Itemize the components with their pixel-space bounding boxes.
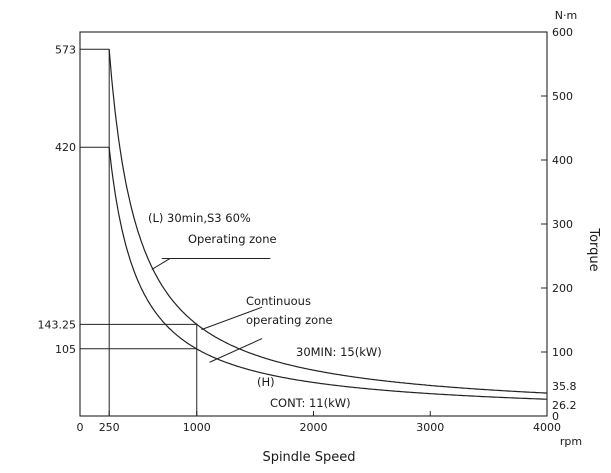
right-value-label-0: 35.8 — [552, 380, 577, 393]
annotation-zone-cont-line2: operating zone — [246, 313, 333, 327]
left-value-label-2: 143.25 — [38, 318, 77, 331]
reference-lines — [80, 48, 271, 416]
y-tick-label-0: 0 — [552, 410, 559, 423]
x-tick-label-1000: 1000 — [183, 421, 211, 434]
y-tick-label-100: 100 — [552, 346, 573, 359]
right-value-label-1: 26.2 — [552, 399, 577, 412]
labels: 0 250 1000 2000 3000 400001002003004005006005… — [38, 26, 577, 434]
x-axis-unit: rpm — [560, 435, 582, 448]
x-tick-label-250: 250 — [99, 421, 120, 434]
y-tick-label-200: 200 — [552, 282, 573, 295]
x-tick-label-0: 0 — [77, 421, 84, 434]
leader-line-0 — [151, 258, 171, 270]
annotation-zone-l: (L) 30min,S3 60% — [148, 211, 251, 225]
leader-line-2 — [209, 338, 263, 363]
annotation-power-h: (H) — [257, 375, 275, 389]
axis-ticks — [79, 31, 548, 417]
annotation-zone-l-line2: Operating zone — [188, 232, 277, 246]
x-tick-label-4000: 4000 — [533, 421, 561, 434]
x-axis-title: Spindle Speed — [262, 450, 355, 465]
torque-curves — [108, 49, 548, 400]
y-axis-unit: N·m — [555, 9, 577, 22]
left-value-label-3: 105 — [55, 343, 76, 356]
y-tick-label-300: 300 — [552, 218, 573, 231]
y-axis-title: Torque — [586, 227, 601, 271]
y-tick-label-600: 600 — [552, 26, 573, 39]
x-tick-label-3000: 3000 — [416, 421, 444, 434]
annotation-zone-cont: Continuous — [246, 294, 311, 308]
annotation-power-30min: 30MIN: 15(kW) — [296, 345, 382, 359]
curve-30min — [108, 49, 548, 394]
left-value-label-1: 420 — [55, 141, 76, 154]
annotation-power-cont: CONT: 11(kW) — [270, 396, 351, 410]
x-tick-label-2000: 2000 — [300, 421, 328, 434]
y-tick-label-500: 500 — [552, 90, 573, 103]
leader-line-1 — [201, 306, 263, 331]
y-tick-label-400: 400 — [552, 154, 573, 167]
left-value-label-0: 573 — [55, 43, 76, 56]
curve-cont — [108, 147, 547, 400]
